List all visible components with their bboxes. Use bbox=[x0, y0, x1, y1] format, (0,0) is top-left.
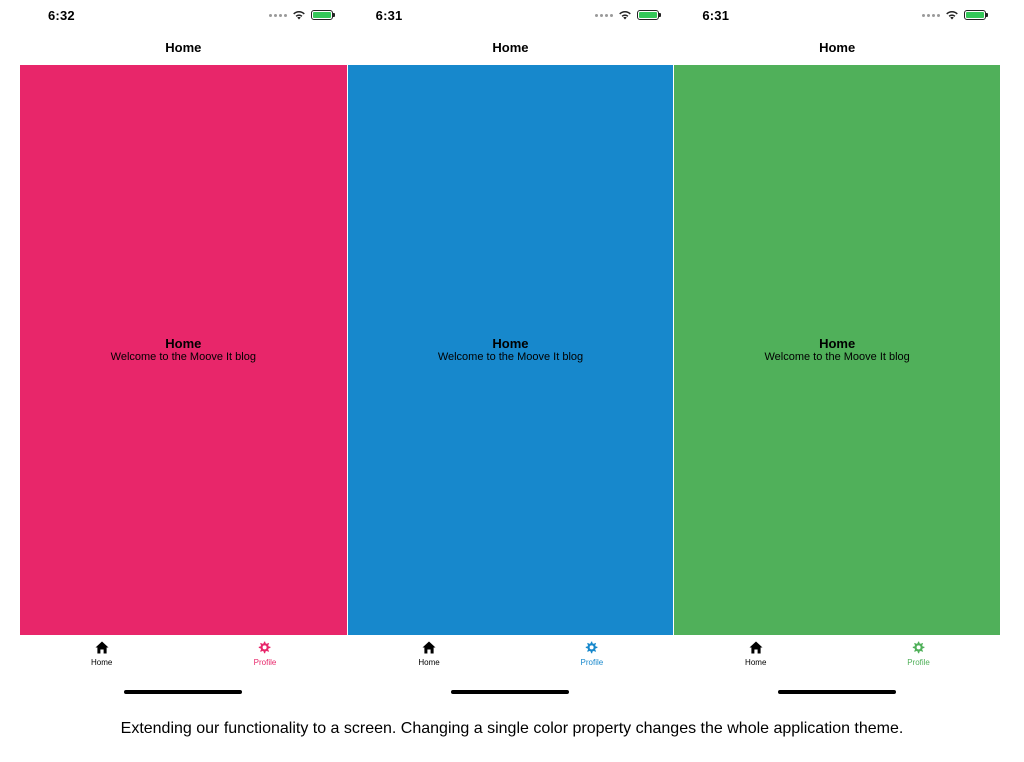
home-screen: Home Welcome to the Moove It blog bbox=[674, 65, 1000, 635]
tab-profile-label: Profile bbox=[580, 658, 604, 667]
screen-title: Home bbox=[165, 336, 202, 351]
home-icon bbox=[95, 641, 109, 654]
tab-profile-label: Profile bbox=[907, 658, 930, 667]
nav-title: Home bbox=[165, 40, 202, 55]
phone-pink: 6:32 Home Home Welcome to the Moove It b… bbox=[20, 0, 347, 700]
tab-bar: Home Profile bbox=[20, 635, 347, 680]
signal-icon bbox=[595, 13, 614, 17]
phone-green: 6:31 Home Home Welcome to the Moove It b… bbox=[673, 0, 1000, 700]
status-bar: 6:31 bbox=[348, 6, 674, 24]
tab-home[interactable]: Home bbox=[348, 635, 511, 680]
tab-profile[interactable]: Profile bbox=[510, 635, 673, 680]
home-indicator bbox=[124, 690, 243, 694]
gear-icon bbox=[257, 641, 272, 654]
nav-title: Home bbox=[819, 40, 856, 55]
tab-home[interactable]: Home bbox=[20, 635, 183, 680]
tab-home-label: Home bbox=[745, 658, 767, 667]
tab-profile[interactable]: Profile bbox=[837, 635, 1000, 680]
tab-bar: Home Profile bbox=[674, 635, 1000, 680]
nav-title: Home bbox=[492, 40, 529, 55]
home-screen: Home Welcome to the Moove It blog bbox=[347, 65, 674, 635]
battery-icon bbox=[963, 10, 988, 20]
phone-screenshots: 6:32 Home Home Welcome to the Moove It b… bbox=[20, 0, 1000, 700]
caption: Extending our functionality to a screen.… bbox=[120, 720, 904, 737]
tab-home-label: Home bbox=[418, 658, 440, 667]
battery-icon bbox=[310, 10, 335, 20]
gear-icon bbox=[584, 641, 599, 654]
tab-profile-label: Profile bbox=[253, 658, 277, 667]
screen-title: Home bbox=[492, 336, 529, 351]
wifi-icon bbox=[292, 10, 306, 20]
status-bar: 6:31 bbox=[674, 6, 1000, 24]
gear-icon bbox=[911, 641, 926, 654]
home-indicator bbox=[778, 690, 897, 694]
status-time: 6:31 bbox=[375, 8, 403, 23]
screen-title: Home bbox=[819, 336, 856, 351]
screen-subtitle: Welcome to the Moove It blog bbox=[764, 351, 910, 363]
battery-icon bbox=[637, 10, 662, 20]
signal-icon bbox=[921, 13, 940, 17]
status-icons bbox=[921, 10, 988, 20]
signal-icon bbox=[268, 13, 287, 17]
tab-home[interactable]: Home bbox=[674, 635, 837, 680]
tab-profile[interactable]: Profile bbox=[183, 635, 346, 680]
phone-blue: 6:31 Home Home Welcome to the Moove It b… bbox=[346, 0, 674, 700]
status-icons bbox=[595, 10, 662, 20]
home-indicator bbox=[451, 690, 570, 694]
screen-subtitle: Welcome to the Moove It blog bbox=[437, 351, 584, 363]
home-icon bbox=[422, 641, 436, 654]
tab-bar: Home Profile bbox=[348, 635, 674, 680]
screen-subtitle: Welcome to the Moove It blog bbox=[110, 351, 256, 363]
status-time: 6:32 bbox=[48, 8, 75, 23]
status-icons bbox=[268, 10, 335, 20]
tab-home-label: Home bbox=[90, 658, 113, 667]
wifi-icon bbox=[618, 10, 632, 20]
home-screen: Home Welcome to the Moove It blog bbox=[20, 65, 347, 635]
home-icon bbox=[749, 641, 763, 654]
status-time: 6:31 bbox=[702, 8, 730, 23]
status-bar: 6:32 bbox=[20, 6, 347, 24]
wifi-icon bbox=[945, 10, 959, 20]
